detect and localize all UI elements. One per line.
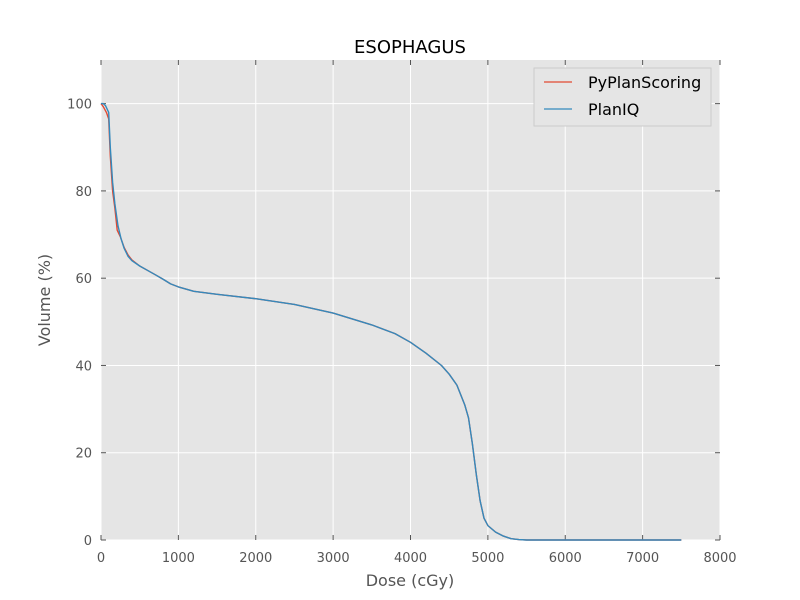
y-tick-label: 100 <box>67 98 92 113</box>
x-tick-label: 3000 <box>317 551 350 566</box>
x-tick-label: 0 <box>97 551 105 566</box>
x-tick-label: 2000 <box>239 551 272 566</box>
legend-label-planiq: PlanIQ <box>588 100 639 119</box>
series-line-planiq <box>101 102 682 541</box>
legend-box <box>533 67 712 127</box>
chart-title: ESOPHAGUS <box>354 37 466 58</box>
y-tick-label: 80 <box>75 185 92 200</box>
x-tick-label: 5000 <box>471 551 504 566</box>
x-axis-label: Dose (cGy) <box>366 571 455 590</box>
y-tick-label: 60 <box>75 272 92 287</box>
y-axis-label: Volume (%) <box>35 254 54 346</box>
series-lines <box>100 102 682 541</box>
y-tick-label: 20 <box>75 447 92 462</box>
axis-ticks: 0 1000 2000 3000 4000 5000 6000 7000 8000 0 20 40 60… <box>67 60 737 566</box>
legend-label-pyplanscoring: PyPlanScoring <box>588 73 701 92</box>
x-tick-label: 1000 <box>162 551 195 566</box>
legend: PyPlanScoring PlanIQ <box>533 67 712 127</box>
x-tick-label: 8000 <box>703 551 736 566</box>
x-tick-label: 6000 <box>549 551 582 566</box>
y-tick-label: 40 <box>75 359 92 374</box>
y-tick-label: 0 <box>84 534 92 549</box>
x-tick-label: 7000 <box>626 551 659 566</box>
x-tick-label: 4000 <box>394 551 427 566</box>
